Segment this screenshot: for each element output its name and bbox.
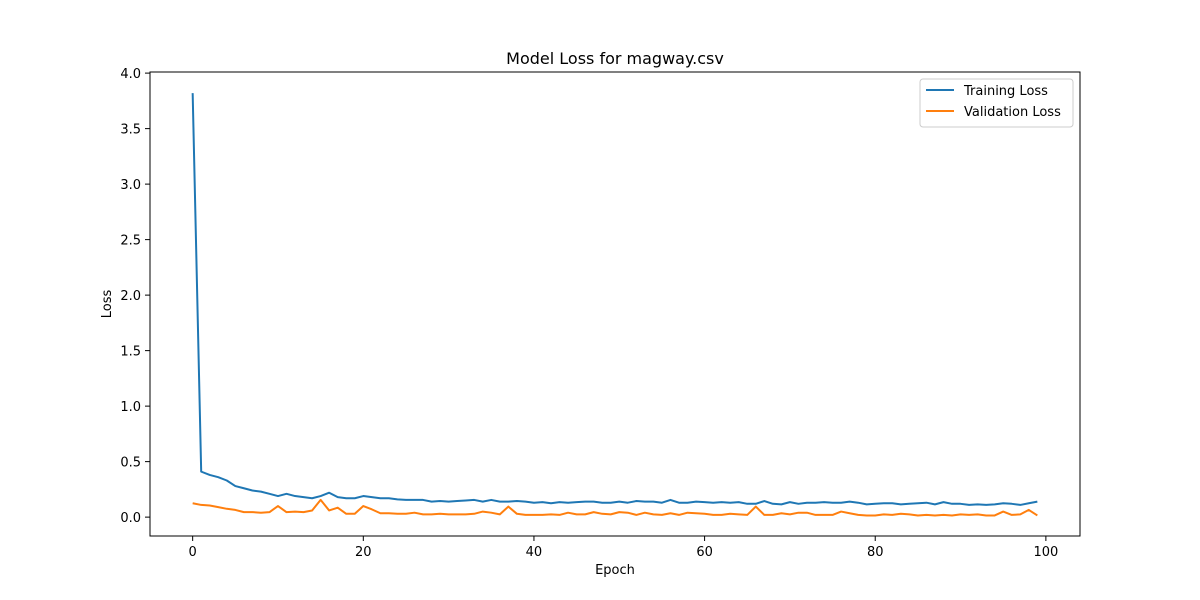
- x-tick-label: 20: [355, 545, 372, 560]
- y-axis-label: Loss: [100, 290, 115, 319]
- y-tick-label: 1.0: [120, 400, 141, 415]
- y-tick-label: 2.0: [120, 289, 141, 304]
- series-line-training-loss: [191, 93, 1038, 506]
- chart-title: Model Loss for magway.csv: [506, 49, 724, 68]
- y-tick-label: 3.0: [120, 178, 141, 193]
- x-tick-label: 100: [1033, 545, 1058, 560]
- y-tick-label: 2.5: [120, 234, 141, 249]
- y-tick-label: 4.0: [120, 67, 141, 82]
- legend-box: [919, 78, 1074, 128]
- y-tick-label: 3.5: [120, 123, 141, 138]
- axes-frame: [149, 71, 1081, 537]
- x-tick-label: 40: [526, 545, 543, 560]
- y-axis: 0.0 0.5 1.0 1.5 2.0 2.5 3.0 3.5 4.0: [120, 67, 150, 526]
- y-tick-label: 1.5: [120, 345, 141, 360]
- x-axis: 0 20 40 60 80 100: [189, 536, 1058, 560]
- x-axis-label: Epoch: [595, 563, 635, 578]
- legend: Training Loss Validation Loss: [919, 78, 1074, 128]
- series-line-validation-loss: [192, 498, 1038, 517]
- x-tick-label: 0: [189, 545, 197, 560]
- plot-area: [191, 93, 1038, 517]
- y-tick-label: 0.5: [120, 456, 141, 471]
- legend-label-validation-loss: Validation Loss: [964, 105, 1061, 120]
- y-tick-label: 0.0: [120, 511, 141, 526]
- legend-label-training-loss: Training Loss: [963, 84, 1048, 99]
- x-tick-label: 60: [696, 545, 713, 560]
- x-tick-label: 80: [867, 545, 884, 560]
